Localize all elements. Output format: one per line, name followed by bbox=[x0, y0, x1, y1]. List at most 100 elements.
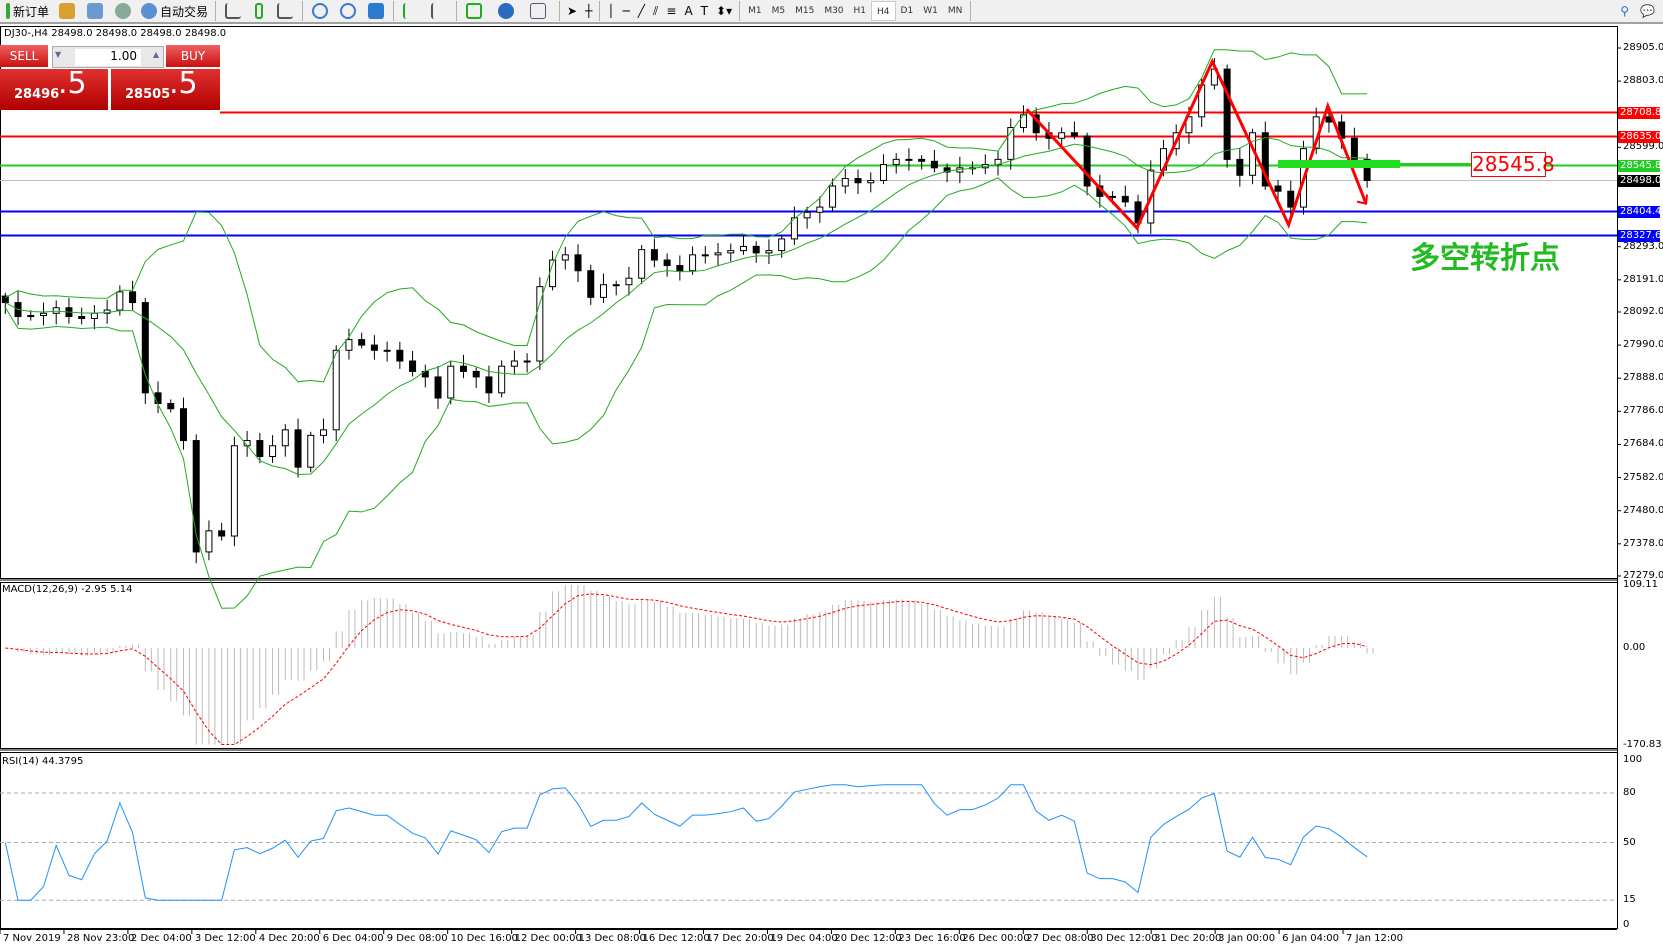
sell-price-button[interactable]: 28496.5 bbox=[0, 66, 108, 110]
vertical-line-icon[interactable]: │ bbox=[607, 4, 615, 18]
buy-button[interactable]: BUY bbox=[166, 45, 220, 67]
price-axis-label: 28293.0 bbox=[1623, 240, 1663, 252]
trendline-icon[interactable]: ╱ bbox=[637, 4, 646, 18]
toolbar: 新订单 自动交易 ➤ ┼ │ ─ ╱ ⫽ ≡ A T ⬍▾ M1 M5 M15 M30… bbox=[0, 0, 1663, 24]
equidistant-channel-icon[interactable]: ⫽ bbox=[653, 3, 659, 18]
bull-candle bbox=[230, 445, 238, 537]
navigator-icon[interactable] bbox=[87, 3, 104, 19]
chat-icon[interactable]: 💬 bbox=[1640, 4, 1655, 18]
bull-candle bbox=[1019, 114, 1027, 129]
search-icon[interactable]: ⚲ bbox=[1620, 4, 1629, 18]
bull-candle bbox=[1058, 132, 1066, 139]
timeframe-d1[interactable]: D1 bbox=[900, 6, 914, 16]
periods-clock-icon[interactable] bbox=[498, 3, 515, 19]
separator bbox=[739, 1, 741, 21]
signals-icon[interactable] bbox=[115, 3, 132, 19]
bull-candle bbox=[689, 254, 697, 272]
bear-candle bbox=[1121, 195, 1129, 203]
timeframe-m15[interactable]: M15 bbox=[795, 6, 815, 16]
bear-candle bbox=[129, 291, 137, 304]
bull-candle bbox=[561, 254, 569, 261]
increase-lot-button[interactable]: ▲ bbox=[152, 50, 159, 59]
bull-candle bbox=[269, 445, 277, 457]
time-axis-label: 4 Dec 20:00 bbox=[258, 933, 320, 944]
price-axis-label: 27480.0 bbox=[1623, 504, 1663, 516]
price-level-label: 28404.4 bbox=[1618, 205, 1662, 218]
time-axis-label: 27 Dec 08:00 bbox=[1026, 933, 1094, 944]
bear-candle bbox=[930, 160, 938, 169]
time-axis-label: 26 Dec 00:00 bbox=[962, 933, 1030, 944]
bull-candle bbox=[90, 312, 98, 319]
indicators-icon[interactable] bbox=[466, 3, 483, 19]
bear-candle bbox=[192, 440, 200, 553]
zigzag-line bbox=[1025, 57, 1368, 231]
macd-axis-label: 109.11 bbox=[1623, 579, 1658, 590]
bull-candle bbox=[116, 291, 124, 311]
candlestick-icon[interactable] bbox=[255, 3, 264, 19]
zoom-in-icon[interactable] bbox=[312, 3, 329, 19]
auto-trading-button[interactable]: 自动交易 bbox=[137, 0, 212, 22]
market-watch-icon[interactable] bbox=[59, 3, 76, 19]
bear-candle bbox=[485, 376, 493, 394]
horizontal-line-icon[interactable]: ─ bbox=[622, 4, 630, 18]
bull-candle bbox=[1109, 195, 1117, 198]
timeframe-m5[interactable]: M5 bbox=[771, 6, 786, 16]
pivot-annotation: 多空转折点 bbox=[1410, 241, 1560, 276]
time-axis-label: 3 Dec 12:00 bbox=[194, 933, 256, 944]
timeframe-bar: M1 M5 M15 M30 H1 H4 D1 W1 MN bbox=[743, 1, 967, 21]
chart-shift-icon[interactable] bbox=[431, 3, 447, 19]
time-axis-label: 19 Dec 04:00 bbox=[770, 933, 838, 944]
timeframe-h1[interactable]: H1 bbox=[853, 6, 867, 16]
decrease-lot-button[interactable]: ▼ bbox=[55, 50, 62, 59]
bull-candle bbox=[447, 365, 455, 399]
time-axis-label: 23 Dec 16:00 bbox=[898, 933, 966, 944]
bull-candle bbox=[892, 158, 900, 166]
candles bbox=[1, 58, 1371, 564]
lot-size-input[interactable]: 1.00 bbox=[75, 49, 141, 66]
text-icon[interactable]: A bbox=[684, 4, 693, 18]
text-label-icon[interactable]: T bbox=[700, 4, 709, 18]
timeframe-w1[interactable]: W1 bbox=[923, 6, 938, 16]
time-axis-label: 13 Dec 08:00 bbox=[578, 933, 646, 944]
macd-axis-label: 0.00 bbox=[1623, 642, 1646, 653]
time-axis-label: 7 Nov 2019 bbox=[3, 933, 61, 944]
timeframe-m1[interactable]: M1 bbox=[748, 6, 762, 16]
templates-icon[interactable] bbox=[530, 3, 547, 19]
price-axis-label: 28599.0 bbox=[1623, 141, 1663, 153]
buy-price-button[interactable]: 28505.5 bbox=[111, 66, 220, 110]
bull-candle bbox=[638, 249, 646, 279]
scroll-chart-icon[interactable] bbox=[403, 3, 419, 19]
lot-size-stepper[interactable]: ▼ 1.00 ▲ bbox=[52, 46, 164, 68]
rsi-line bbox=[4, 784, 1368, 901]
bull-candle bbox=[841, 178, 849, 187]
separator bbox=[302, 1, 304, 21]
price-level-label: 28635.0 bbox=[1618, 130, 1662, 143]
fibonacci-icon[interactable]: ≡ bbox=[666, 4, 677, 18]
bear-candle bbox=[167, 403, 175, 410]
timeframe-m30[interactable]: M30 bbox=[824, 6, 844, 16]
bear-candle bbox=[154, 392, 162, 405]
tile-windows-icon[interactable] bbox=[368, 3, 385, 19]
sell-button[interactable]: SELL bbox=[0, 45, 48, 67]
new-order-button[interactable]: 新订单 bbox=[2, 0, 53, 22]
zoom-out-icon[interactable] bbox=[340, 3, 357, 19]
crosshair-icon[interactable]: ┼ bbox=[585, 4, 593, 18]
macd-axis-label: -170.83 bbox=[1623, 739, 1662, 750]
bar-chart-icon[interactable] bbox=[225, 3, 242, 19]
price-level-label: 28327.6 bbox=[1618, 229, 1662, 242]
timeframe-mn[interactable]: MN bbox=[947, 6, 963, 16]
rsi-axis-label: 15 bbox=[1623, 894, 1636, 906]
bull-candle bbox=[383, 349, 391, 352]
timeframe-h4[interactable]: H4 bbox=[871, 1, 896, 21]
arrows-icon[interactable]: ⬍▾ bbox=[716, 4, 733, 18]
line-chart-icon[interactable] bbox=[277, 3, 294, 19]
bull-candle bbox=[205, 530, 213, 553]
bear-candle bbox=[78, 316, 86, 319]
bear-candle bbox=[294, 429, 302, 468]
bull-candle bbox=[52, 307, 60, 314]
cursor-icon[interactable]: ➤ bbox=[567, 4, 578, 18]
price-axis-label: 27990.0 bbox=[1623, 339, 1663, 351]
bear-candle bbox=[141, 302, 149, 394]
time-axis-label: 3 Jan 00:00 bbox=[1218, 933, 1276, 944]
